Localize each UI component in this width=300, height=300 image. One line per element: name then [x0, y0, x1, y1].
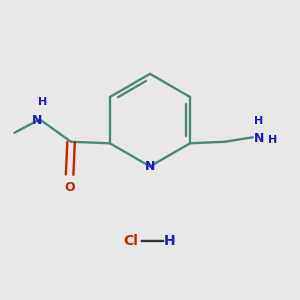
Text: N: N [254, 132, 265, 145]
Text: N: N [145, 160, 155, 173]
Text: O: O [64, 181, 75, 194]
Text: H: H [164, 234, 175, 248]
Text: N: N [32, 114, 42, 128]
Text: H: H [268, 135, 278, 145]
Text: H: H [38, 98, 47, 107]
Text: Cl: Cl [123, 234, 138, 248]
Text: H: H [254, 116, 263, 126]
